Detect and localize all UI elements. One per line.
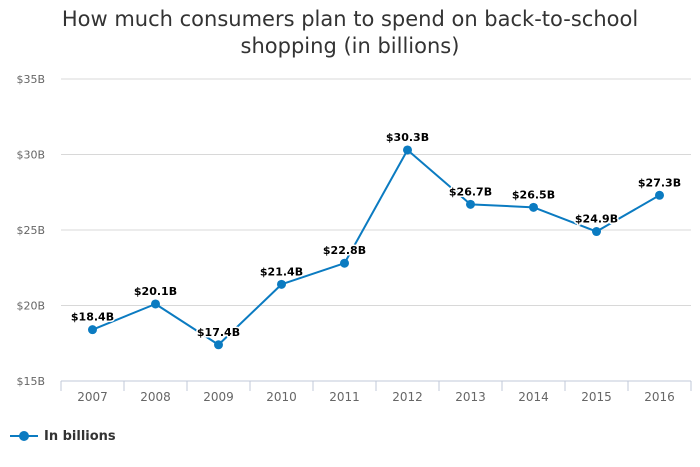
y-tick-label: $30B xyxy=(16,149,45,162)
data-point[interactable] xyxy=(655,190,664,200)
data-label: $27.3B xyxy=(638,176,681,189)
data-point[interactable] xyxy=(88,325,97,335)
y-tick-label: $35B xyxy=(16,73,45,86)
chart-title-line-1: How much consumers plan to spend on back… xyxy=(61,7,639,31)
data-label: $30.3B xyxy=(386,131,429,144)
chart-title-line-2: shopping (in billions) xyxy=(240,34,460,58)
data-label: $18.4B xyxy=(71,311,114,324)
data-point[interactable] xyxy=(214,340,223,350)
y-tick-label: $20B xyxy=(16,300,45,313)
data-point[interactable] xyxy=(403,145,412,155)
x-tick-label: 2010 xyxy=(266,390,297,404)
data-label: $20.1B xyxy=(134,285,177,298)
legend-label: In billions xyxy=(44,428,116,444)
y-tick-label: $25B xyxy=(16,224,45,237)
data-label: $26.5B xyxy=(512,188,555,201)
x-tick-label: 2014 xyxy=(518,390,549,404)
data-point[interactable] xyxy=(151,299,160,309)
data-point[interactable] xyxy=(466,199,475,209)
data-point[interactable] xyxy=(340,258,349,268)
x-tick-label: 2007 xyxy=(77,390,108,404)
data-label: $24.9B xyxy=(575,213,618,226)
legend-item-in-billions[interactable]: In billions xyxy=(10,426,116,446)
data-label: $21.4B xyxy=(260,265,303,278)
x-tick-label: 2012 xyxy=(392,390,423,404)
x-tick-label: 2011 xyxy=(329,390,360,404)
chart-title: How much consumers plan to spend on back… xyxy=(0,6,700,60)
x-tick-label: 2009 xyxy=(203,390,234,404)
x-tick-label: 2008 xyxy=(140,390,171,404)
series-line-in-billions xyxy=(92,148,660,346)
data-label: $22.8B xyxy=(323,244,366,257)
data-label: $17.4B xyxy=(197,326,240,339)
x-tick-label: 2013 xyxy=(455,390,486,404)
legend-line-marker-icon xyxy=(10,429,38,443)
x-tick-label: 2016 xyxy=(644,390,675,404)
y-tick-label: $15B xyxy=(16,375,45,388)
data-point[interactable] xyxy=(529,202,538,212)
x-tick-label: 2015 xyxy=(581,390,612,404)
data-point[interactable] xyxy=(592,227,601,237)
data-point[interactable] xyxy=(277,279,286,289)
data-label: $26.7B xyxy=(449,185,492,198)
